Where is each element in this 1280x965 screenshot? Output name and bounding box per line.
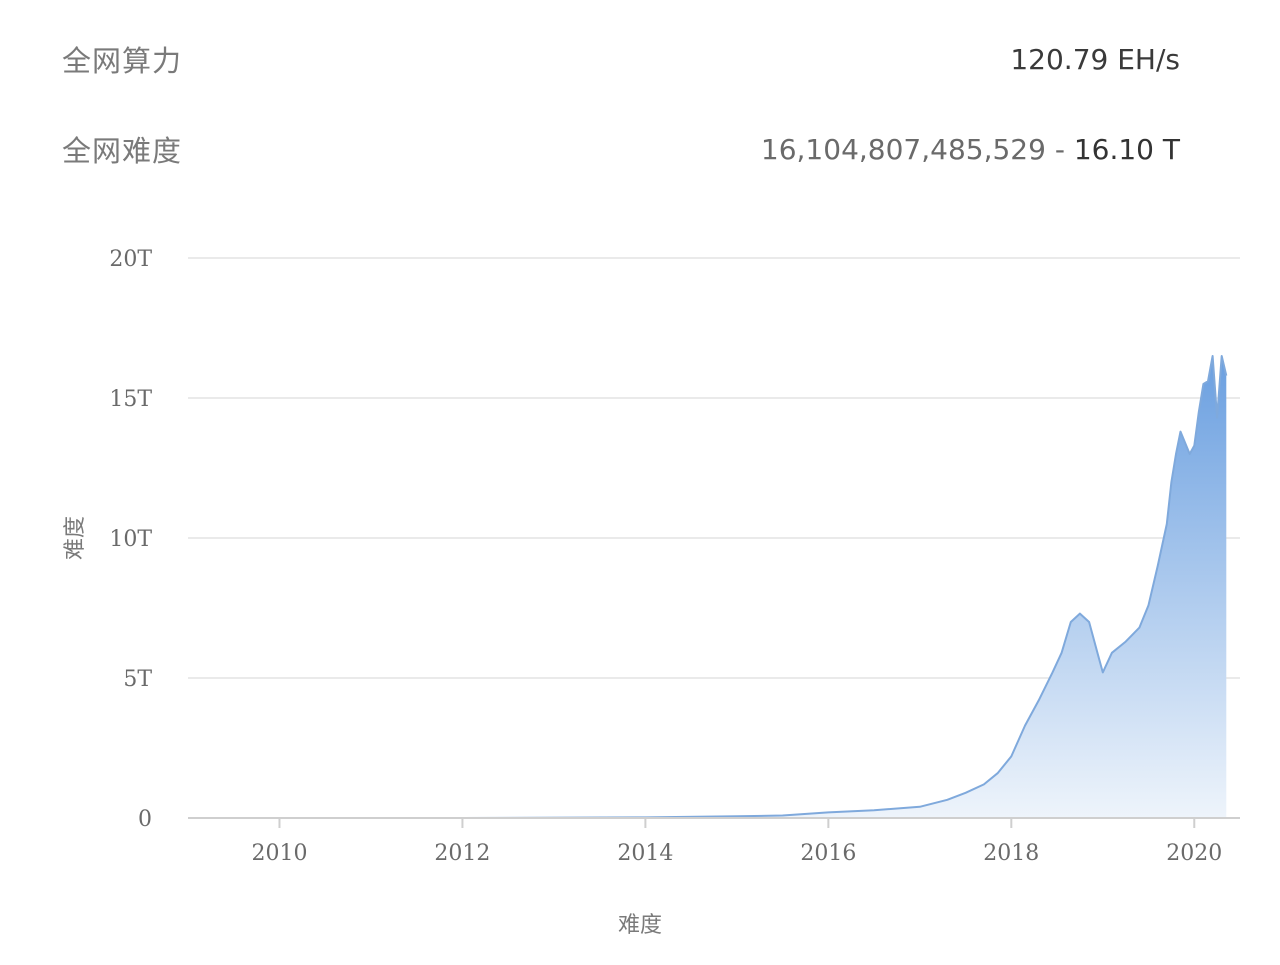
area-line [188,355,1228,819]
difficulty-row: 全网难度 16,104,807,485,529 - 16.10 T [62,127,1180,171]
x-tick-label-2012: 2012 [434,841,490,866]
difficulty-label: 全网难度 [62,134,183,168]
tick-labels: 0 5T 10T 15T 20T 2010 2012 2014 2016 2018 2020 [109,247,1222,866]
difficulty-value: 16,104,807,485,529 - 16.10 T [761,133,1180,166]
x-tick-label-2016: 2016 [800,841,856,866]
area-series [188,355,1228,819]
hashrate-label: 全网算力 [62,44,183,78]
hashrate-row: 全网算力 120.79 EH/s [62,37,1180,81]
hashrate-value: 120.79 EH/s [1010,42,1180,76]
y-tick-label-5: 5T [123,667,152,692]
x-tick-label-2010: 2010 [251,841,307,866]
x-axis-title: 难度 [618,913,662,938]
difficulty-raw: 16,104,807,485,529 [760,132,1046,166]
y-tick-label-20: 20T [109,247,152,272]
y-tick-label-0: 0 [138,807,152,832]
y-axis-title: 难度 [63,516,88,560]
y-tick-label-10: 10T [109,527,152,552]
difficulty-short: 16.10 T [1073,132,1180,166]
axes [188,817,1240,828]
area-fill [188,356,1227,818]
x-tick-label-2020: 2020 [1166,841,1222,866]
difficulty-separator: - [1045,132,1074,166]
y-tick-label-15: 15T [109,387,152,412]
x-tick-label-2014: 2014 [617,841,673,866]
x-tick-label-2018: 2018 [983,841,1039,866]
